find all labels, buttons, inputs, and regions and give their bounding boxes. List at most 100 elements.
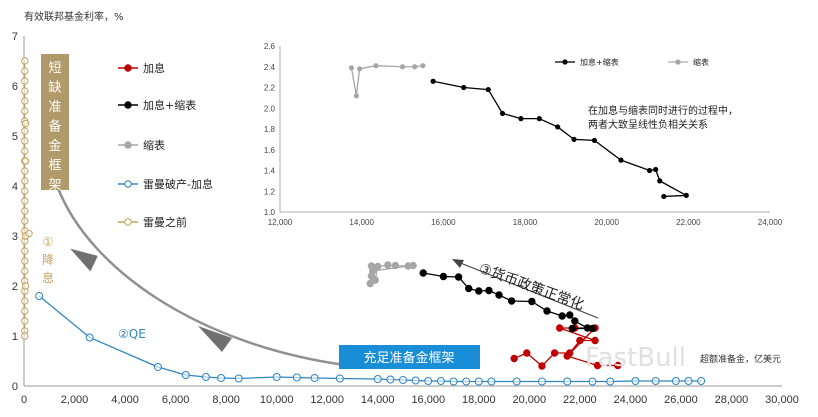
data-point: [367, 272, 376, 280]
normalization-arrow: [457, 261, 599, 319]
data-point: [201, 373, 210, 381]
y-tick-label: 0: [12, 381, 18, 393]
data-point: [684, 377, 693, 385]
data-point: [310, 374, 319, 382]
data-point: [411, 376, 420, 385]
inset-note-line2: 两者大致呈线性负相关关系: [588, 118, 708, 131]
data-point: [631, 377, 640, 385]
legend-marker: [124, 141, 132, 149]
data-point: [217, 374, 226, 382]
data-point: [588, 324, 597, 333]
short-reserve-char: 备: [48, 119, 61, 135]
inset-point: [399, 64, 406, 70]
legend-marker: [124, 218, 132, 226]
y-tick-label: 7: [12, 31, 18, 43]
data-point: [35, 292, 44, 300]
y-tick-label: 1: [12, 331, 18, 343]
inset-chart: 12,000 14,000 16,000 18,000 20,000 22,000 24,0…: [255, 40, 783, 235]
data-point: [21, 177, 29, 185]
data-point: [21, 137, 29, 145]
data-point: [21, 217, 29, 225]
data-point: [21, 307, 29, 315]
data-point: [512, 377, 521, 386]
x-tick-label: 24,000: [614, 394, 648, 406]
x-tick-label: 4,000: [111, 394, 139, 406]
cut-rates-annotation: ① 降息: [42, 235, 54, 285]
inset-legend-label: 缩表: [693, 57, 709, 67]
inset-point: [485, 86, 491, 93]
data-point: [384, 261, 392, 269]
inset-x-tick: 14,000: [349, 218, 374, 227]
inset-y-tick: 2.0: [264, 104, 276, 113]
inset-point: [461, 84, 467, 91]
data-point: [21, 127, 29, 135]
main-axes: 0 2,000 4,000 6,000 8,000 10,000 12,000 14,000 1…: [12, 31, 799, 406]
data-point: [593, 361, 602, 370]
data-point: [21, 332, 29, 340]
x-tick-label: 2,000: [61, 394, 89, 406]
legend-label: 加息: [143, 61, 165, 75]
data-point: [568, 324, 576, 333]
data-point: [671, 377, 680, 385]
data-point: [21, 167, 29, 175]
x-tick-label: 30,000: [765, 394, 799, 406]
watermark: FastBull: [585, 343, 686, 373]
data-point: [487, 377, 496, 386]
x-tick-label: 18,000: [462, 394, 496, 406]
inset-x-tick: 12,000: [268, 218, 293, 227]
data-point: [21, 257, 29, 265]
x-tick-label: 8,000: [212, 394, 240, 406]
inset-x-tick: 20,000: [594, 218, 619, 227]
y-tick-label: 3: [12, 231, 18, 243]
inset-point: [657, 178, 663, 184]
inset-point: [518, 116, 524, 122]
x-tick-label: 12,000: [310, 394, 344, 406]
inset-legend-marker: [675, 59, 681, 65]
data-point: [523, 349, 531, 357]
x-tick-label: 14,000: [361, 394, 395, 406]
inset-point: [591, 137, 598, 144]
x-tick-label: 6,000: [162, 394, 190, 406]
data-point: [21, 77, 29, 85]
arrow-head-1: [70, 248, 98, 272]
inset-legend-label: 加息+缩表: [580, 57, 619, 67]
data-point: [462, 377, 471, 386]
inset-y-tick: 1.8: [264, 125, 276, 134]
data-point: [538, 362, 546, 370]
data-point: [335, 374, 344, 383]
data-point: [21, 157, 30, 165]
data-point: [21, 247, 29, 255]
series-line: [423, 272, 593, 330]
data-point: [464, 284, 473, 293]
data-point: [576, 336, 584, 345]
x-tick-label: 28,000: [715, 394, 749, 406]
arrow-curve: [56, 187, 346, 367]
data-point: [25, 229, 33, 238]
data-point: [563, 377, 572, 386]
cut-rates-char: 息: [42, 270, 54, 285]
data-point: [439, 272, 448, 281]
legend-label: 缩表: [143, 138, 165, 152]
data-point: [563, 352, 571, 360]
x-tick-label: 22,000: [563, 394, 597, 406]
x-tick-label: 10,000: [260, 394, 294, 406]
inset-x-tick: 22,000: [676, 218, 701, 227]
data-point: [21, 67, 29, 75]
inset-point: [348, 65, 355, 71]
ample-reserve-box: 充足准备金框架: [339, 345, 480, 369]
y-tick-label: 4: [12, 181, 18, 193]
data-point: [651, 377, 660, 385]
inset-point: [499, 110, 506, 117]
data-point: [475, 287, 483, 295]
short-reserve-char: 准: [48, 100, 61, 115]
inset-point: [618, 157, 624, 163]
data-point: [566, 311, 574, 319]
inset-x-tick: 18,000: [513, 218, 538, 227]
data-point: [374, 262, 382, 271]
data-point: [21, 317, 29, 325]
legend-marker: [124, 64, 132, 72]
data-point: [153, 363, 162, 371]
